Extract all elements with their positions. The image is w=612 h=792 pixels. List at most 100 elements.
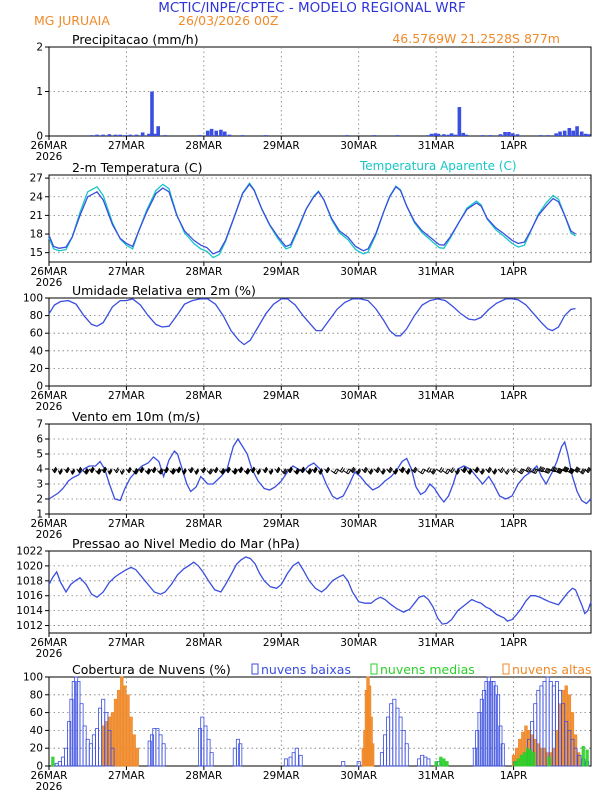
wind-barb-tick	[71, 468, 75, 473]
wind-barb-tick	[146, 468, 151, 474]
clouds-legend-swatch	[502, 663, 510, 675]
wind-barb-tick	[176, 466, 181, 471]
wind-barb-tick	[183, 470, 187, 475]
wind-barb-tick	[528, 468, 532, 473]
wind-barb	[231, 467, 239, 475]
wind-barb-tick	[159, 469, 164, 474]
wind-barb	[132, 468, 139, 475]
wind-barb-tick	[276, 467, 280, 473]
wind-barb-tick	[183, 469, 187, 475]
wind-barb-tick	[557, 468, 561, 473]
wind-barb-tick	[422, 469, 426, 475]
wind-barb	[150, 466, 157, 474]
coords-label: 46.5769W 21.2528S 877m	[392, 31, 560, 46]
cloud-low-bar	[341, 761, 346, 767]
wind-barb-tick	[455, 468, 460, 473]
cloud-low-bar	[573, 747, 578, 767]
precip-bar	[515, 134, 520, 136]
wind-barb-tick	[252, 467, 256, 473]
wind-barb-tick	[220, 468, 224, 473]
wind-barb-shaft	[392, 470, 396, 475]
precip-bar	[227, 134, 232, 136]
wind-barb	[243, 467, 251, 475]
wind-barb-tick	[133, 468, 138, 473]
wind-barb	[510, 467, 517, 474]
cloud-low-bar	[486, 676, 491, 767]
precip-bar	[240, 135, 245, 136]
precip-bar	[395, 135, 400, 136]
wind-barb-tick	[152, 466, 156, 472]
wind-barb-tick	[239, 468, 244, 473]
wind-barb-tick	[140, 468, 145, 474]
wind-barb-tick	[295, 468, 299, 474]
wind-barb-tick	[301, 467, 305, 472]
cloud-high-bar	[123, 685, 127, 767]
pressure-title: Pressao ao Nivel Medio do Mar (hPa)	[72, 536, 300, 551]
wind-barb-tick	[214, 466, 218, 472]
wind-barb-tick	[296, 469, 301, 475]
cloud-low-bar	[500, 743, 505, 767]
wind-barb-tick	[232, 467, 237, 473]
wind-barb-tick	[469, 470, 473, 475]
wind-barb	[373, 466, 381, 474]
wind-barb-tick	[368, 468, 373, 473]
clouds-ytick-label: 80	[30, 689, 43, 701]
wind-barb-tick	[456, 469, 460, 474]
wind-barb-tick	[147, 469, 151, 474]
wind-barb-tick	[538, 466, 542, 471]
wind-barb-shaft	[181, 470, 185, 475]
cloud-low-bar	[67, 721, 72, 767]
wind-barb-tick	[325, 466, 329, 472]
wind-ytick-label: 6	[36, 434, 43, 446]
rh-xtick-label: 26MAR	[31, 390, 68, 402]
wind-barb-shaft	[466, 470, 471, 475]
wind-barb	[280, 468, 288, 475]
cloud-high-bar	[552, 747, 556, 767]
wind-barb	[212, 466, 219, 474]
cloud-low-bar	[479, 698, 484, 767]
precip-bar	[538, 135, 543, 136]
wind-barb-tick	[86, 469, 90, 475]
wind-barb-tick	[494, 470, 498, 475]
cloud-low-bar	[491, 681, 496, 767]
precip-bar	[583, 133, 588, 136]
wind-ytick-label: 2	[36, 494, 43, 506]
wind-barb	[268, 468, 274, 475]
wind-barb-shaft	[150, 468, 155, 474]
wind-barb-tick	[520, 468, 524, 474]
wind-barb-tick	[388, 467, 393, 473]
wind-barb-tick	[269, 468, 273, 473]
clouds-xtick-label: 26MAR	[31, 770, 68, 782]
wind-barb-shaft	[88, 468, 93, 474]
cloud-low-bar	[404, 743, 409, 767]
wind-barb-tick	[195, 468, 199, 473]
wind-barb-tick	[400, 467, 405, 472]
precip-bar	[442, 134, 446, 136]
cloud-low-bar	[74, 676, 79, 767]
wind-barb-tick	[177, 466, 181, 472]
wind-barb-tick	[222, 469, 226, 475]
cloud-low-bar	[493, 685, 498, 767]
wind-barb	[578, 468, 586, 475]
precip-bar	[219, 129, 223, 136]
wind-barb-tick	[103, 468, 108, 474]
wind-barb-tick	[505, 468, 509, 474]
wind-barb-tick	[326, 468, 331, 474]
cloud-mid-bar	[516, 758, 520, 767]
wind-barb-tick	[456, 470, 461, 475]
wind-barb-tick	[178, 468, 182, 474]
wind-barb-tick	[115, 467, 119, 472]
cloud-high-bar	[370, 743, 375, 767]
wind-barb-tick	[91, 468, 95, 474]
wind-barb-tick	[586, 466, 590, 472]
temp-legend-apparent: Temperatura Aparente (C)	[359, 159, 517, 173]
precip-bar	[567, 127, 572, 136]
wind-barb-tick	[352, 468, 356, 474]
cloud-low-bar	[477, 712, 482, 767]
wind-title: Vento em 10m (m/s)	[72, 409, 200, 424]
precip-bar	[101, 134, 105, 136]
precip-bar	[558, 131, 562, 136]
wind-barb-tick	[463, 468, 468, 474]
